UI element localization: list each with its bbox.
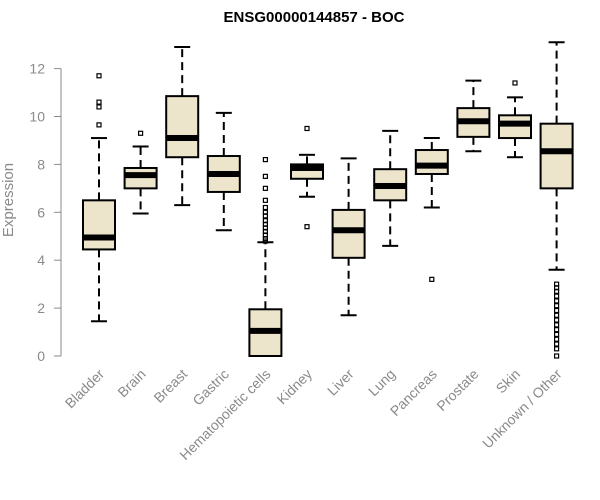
iqr-box	[414, 149, 449, 175]
outlier-point	[96, 73, 102, 79]
outlier-point	[262, 185, 268, 191]
outlier-point	[553, 327, 560, 333]
outlier-point	[553, 322, 560, 328]
iqr-box	[331, 208, 366, 259]
y-tick-label: 4	[37, 252, 45, 268]
iqr-box	[539, 122, 574, 190]
box-pancreas	[414, 137, 449, 282]
outlier-point	[553, 353, 560, 359]
x-tick-label: Brain	[114, 366, 148, 400]
outlier-point	[262, 197, 268, 203]
outlier-point	[138, 130, 144, 136]
box-gastric	[206, 111, 241, 232]
outlier-point	[96, 99, 102, 105]
outlier-point	[262, 157, 268, 163]
iqr-box	[165, 95, 200, 159]
outlier-point	[262, 173, 268, 179]
x-tick-label: Kidney	[274, 366, 316, 408]
iqr-box	[82, 199, 116, 251]
x-tick-label: Breast	[150, 366, 190, 406]
box-hematopoietic-cells	[248, 157, 283, 357]
box-bladder	[82, 73, 116, 323]
outlier-point	[96, 104, 102, 110]
outlier-point	[262, 218, 268, 224]
x-tick-label: Prostate	[433, 366, 481, 414]
box-lung	[373, 129, 408, 247]
x-tick-label: Bladder	[62, 366, 108, 412]
outlier-point	[553, 293, 560, 299]
outlier-point	[96, 122, 102, 128]
outlier-point	[553, 331, 560, 338]
outlier-point	[304, 224, 310, 230]
x-tick-label: Skin	[493, 366, 524, 397]
box-breast	[165, 46, 200, 207]
chart-title: ENSG00000144857 - BOC	[224, 9, 405, 26]
outlier-point	[553, 346, 560, 352]
outlier-point	[553, 281, 560, 287]
outlier-point	[553, 298, 560, 304]
outlier-point	[262, 209, 268, 215]
x-tick-label: Liver	[324, 366, 357, 399]
y-tick-label: 2	[37, 300, 45, 316]
box-prostate	[456, 79, 491, 153]
box-unknown-other	[539, 41, 574, 359]
x-tick-label: Lung	[365, 366, 398, 399]
outlier-point	[262, 204, 268, 211]
y-tick-label: 8	[37, 156, 45, 172]
outlier-point	[553, 303, 560, 309]
outlier-point	[304, 125, 310, 132]
y-tick-label: 10	[29, 109, 45, 125]
outlier-point	[512, 80, 518, 86]
outlier-point	[553, 317, 560, 323]
y-axis: 0 2 4 6 8 10 12	[29, 61, 62, 364]
boxes-layer	[82, 41, 574, 359]
y-tick-label: 0	[37, 348, 45, 364]
box-brain	[123, 130, 158, 215]
y-tick-label: 6	[37, 204, 45, 220]
outlier-point	[553, 341, 560, 347]
y-axis-label: Expression	[0, 163, 17, 237]
x-tick-label: Unknown / Other	[479, 366, 565, 452]
outlier-point	[553, 312, 560, 318]
outlier-point	[553, 307, 560, 314]
box-kidney	[290, 125, 324, 230]
box-liver	[331, 157, 366, 317]
outlier-point	[553, 336, 560, 342]
y-tick-label: 12	[29, 61, 45, 77]
box-skin	[498, 80, 532, 159]
outlier-point	[429, 276, 435, 282]
